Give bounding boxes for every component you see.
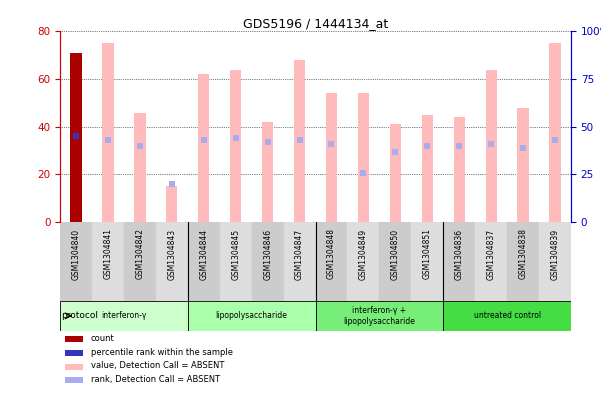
Bar [65, 378, 83, 383]
Bar [326, 94, 337, 222]
Bar [507, 222, 539, 301]
Text: interferon-γ: interferon-γ [102, 311, 147, 320]
Bar [65, 364, 83, 369]
Text: rank, Detection Call = ABSENT: rank, Detection Call = ABSENT [91, 375, 220, 384]
Text: GSM1304848: GSM1304848 [327, 228, 336, 279]
Bar [390, 125, 401, 222]
Bar [443, 301, 571, 331]
Bar [454, 117, 465, 222]
Text: GSM1304843: GSM1304843 [167, 228, 176, 279]
Text: GSM1304845: GSM1304845 [231, 228, 240, 279]
Text: GSM1304838: GSM1304838 [519, 228, 528, 279]
Bar [379, 222, 411, 301]
Bar [284, 222, 316, 301]
Text: value, Detection Call = ABSENT: value, Detection Call = ABSENT [91, 362, 224, 371]
Text: percentile rank within the sample: percentile rank within the sample [91, 348, 233, 357]
Text: protocol: protocol [61, 311, 98, 320]
Text: GSM1304840: GSM1304840 [72, 228, 81, 279]
Text: GSM1304850: GSM1304850 [391, 228, 400, 279]
Point [103, 137, 113, 143]
Bar [549, 43, 561, 222]
Bar [316, 222, 347, 301]
Point [327, 141, 337, 147]
Bar [486, 70, 496, 222]
Point [199, 137, 209, 143]
Bar [124, 222, 156, 301]
Point [167, 181, 177, 187]
Point [391, 149, 400, 155]
Text: GSM1304846: GSM1304846 [263, 228, 272, 279]
Bar [262, 122, 273, 222]
Text: count: count [91, 334, 115, 343]
Title: GDS5196 / 1444134_at: GDS5196 / 1444134_at [243, 17, 388, 30]
Text: GSM1304844: GSM1304844 [200, 228, 209, 279]
Text: lipopolysaccharide: lipopolysaccharide [216, 311, 288, 320]
Text: GSM1304836: GSM1304836 [455, 228, 464, 279]
Bar [539, 222, 571, 301]
Bar [188, 222, 220, 301]
Text: GSM1304839: GSM1304839 [551, 228, 560, 279]
Bar [60, 222, 92, 301]
Point [486, 141, 496, 147]
Bar [475, 222, 507, 301]
Bar [422, 115, 433, 222]
Bar [252, 222, 284, 301]
Point [454, 143, 464, 149]
Bar [230, 70, 241, 222]
Bar [294, 60, 305, 222]
Bar [358, 94, 369, 222]
Text: interferon-γ +
lipopolysaccharide: interferon-γ + lipopolysaccharide [343, 306, 415, 325]
Bar [92, 222, 124, 301]
Text: GSM1304851: GSM1304851 [423, 228, 432, 279]
Point [518, 145, 528, 151]
Point [550, 137, 560, 143]
Point [294, 137, 304, 143]
Bar [60, 301, 188, 331]
Text: GSM1304849: GSM1304849 [359, 228, 368, 279]
Text: GSM1304837: GSM1304837 [487, 228, 496, 279]
Bar [166, 186, 177, 222]
Point [423, 143, 432, 149]
Bar [65, 336, 83, 342]
Point [135, 143, 145, 149]
Text: GSM1304842: GSM1304842 [135, 228, 144, 279]
Bar [443, 222, 475, 301]
Bar [220, 222, 252, 301]
Bar [102, 43, 114, 222]
Point [231, 135, 240, 141]
Text: untreated control: untreated control [474, 311, 541, 320]
Bar [517, 108, 529, 222]
Bar [198, 74, 209, 222]
Text: GSM1304847: GSM1304847 [295, 228, 304, 279]
Bar [316, 301, 443, 331]
Bar [70, 53, 82, 222]
Bar [65, 350, 83, 356]
Point [263, 139, 272, 145]
Bar [188, 301, 316, 331]
Bar [156, 222, 188, 301]
Bar [347, 222, 379, 301]
Text: GSM1304841: GSM1304841 [103, 228, 112, 279]
Bar [135, 112, 145, 222]
Point [72, 133, 81, 140]
Bar [411, 222, 443, 301]
Point [359, 169, 368, 176]
